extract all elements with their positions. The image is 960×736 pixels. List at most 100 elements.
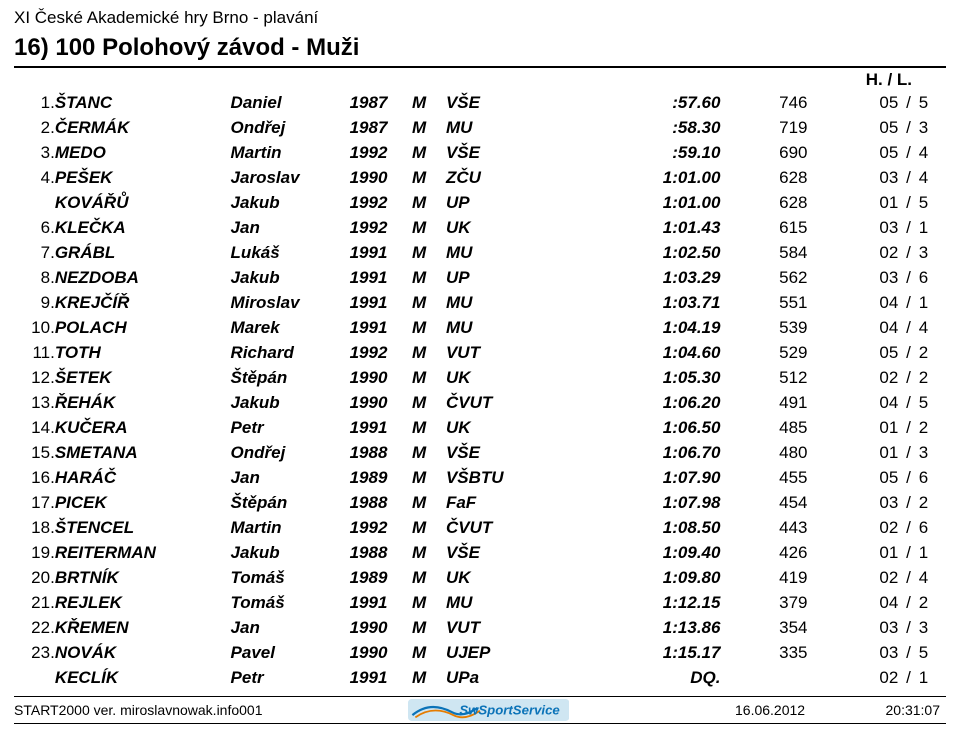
table-row: 18.ŠTENCELMartin1992MČVUT1:08.5044302/6 xyxy=(14,515,946,540)
cell-year: 1990 xyxy=(350,640,412,665)
cell-firstname: Jan xyxy=(231,615,350,640)
cell-rank: 14. xyxy=(14,415,55,440)
cell-lastname: BRTNÍK xyxy=(55,565,231,590)
cell-team: VUT xyxy=(446,615,605,640)
cell-time: 1:09.40 xyxy=(605,540,739,565)
cell-points: 426 xyxy=(738,540,857,565)
cell-slash: / xyxy=(898,615,918,640)
cell-year: 1988 xyxy=(350,440,412,465)
cell-year: 1987 xyxy=(350,90,412,115)
cell-sex: M xyxy=(412,140,446,165)
cell-points: 615 xyxy=(738,215,857,240)
footer-software: START2000 ver. miroslavnowak.info001 xyxy=(14,702,362,718)
cell-points: 454 xyxy=(738,490,857,515)
cell-points: 529 xyxy=(738,340,857,365)
cell-heat: 05 xyxy=(858,465,899,490)
cell-time: 1:01.00 xyxy=(605,165,739,190)
cell-heat: 05 xyxy=(858,90,899,115)
cell-team: UK xyxy=(446,415,605,440)
cell-rank: 6. xyxy=(14,215,55,240)
cell-slash: / xyxy=(898,290,918,315)
cell-slash: / xyxy=(898,665,918,690)
cell-sex: M xyxy=(412,415,446,440)
cell-rank: 15. xyxy=(14,440,55,465)
cell-lane: 1 xyxy=(919,215,946,240)
cell-lastname: HARÁČ xyxy=(55,465,231,490)
cell-heat: 02 xyxy=(858,565,899,590)
cell-lastname: ŘEHÁK xyxy=(55,390,231,415)
cell-team: UP xyxy=(446,190,605,215)
cell-rank: 20. xyxy=(14,565,55,590)
cell-sex: M xyxy=(412,315,446,340)
cell-firstname: Tomáš xyxy=(231,590,350,615)
cell-lane: 2 xyxy=(919,490,946,515)
cell-rank: 16. xyxy=(14,465,55,490)
cell-year: 1992 xyxy=(350,340,412,365)
cell-sex: M xyxy=(412,190,446,215)
cell-year: 1991 xyxy=(350,315,412,340)
cell-lastname: KREJČÍŘ xyxy=(55,290,231,315)
cell-heat: 03 xyxy=(858,165,899,190)
cell-heat: 03 xyxy=(858,215,899,240)
cell-heat: 02 xyxy=(858,240,899,265)
table-row: KECLÍKPetr1991MUPaDQ.02/1 xyxy=(14,665,946,690)
cell-time: 1:09.80 xyxy=(605,565,739,590)
svg-text:SwSportService: SwSportService xyxy=(459,702,559,717)
cell-slash: / xyxy=(898,415,918,440)
cell-time: :58.30 xyxy=(605,115,739,140)
cell-lane: 2 xyxy=(919,340,946,365)
cell-slash: / xyxy=(898,115,918,140)
cell-year: 1991 xyxy=(350,665,412,690)
cell-time: 1:04.19 xyxy=(605,315,739,340)
footer-logo: SwSportService xyxy=(362,699,615,721)
cell-time: 1:07.90 xyxy=(605,465,739,490)
cell-team: VŠE xyxy=(446,540,605,565)
cell-team: UJEP xyxy=(446,640,605,665)
cell-sex: M xyxy=(412,640,446,665)
cell-firstname: Štěpán xyxy=(231,490,350,515)
cell-rank: 7. xyxy=(14,240,55,265)
results-table: 1.ŠTANCDaniel1987MVŠE:57.6074605/52.ČERM… xyxy=(14,90,946,690)
cell-firstname: Ondřej xyxy=(231,440,350,465)
table-row: 1.ŠTANCDaniel1987MVŠE:57.6074605/5 xyxy=(14,90,946,115)
cell-lane: 5 xyxy=(919,390,946,415)
cell-slash: / xyxy=(898,265,918,290)
cell-rank: 9. xyxy=(14,290,55,315)
table-row: 23.NOVÁKPavel1990MUJEP1:15.1733503/5 xyxy=(14,640,946,665)
cell-slash: / xyxy=(898,565,918,590)
cell-time: 1:05.30 xyxy=(605,365,739,390)
cell-team: UK xyxy=(446,365,605,390)
cell-slash: / xyxy=(898,390,918,415)
cell-firstname: Petr xyxy=(231,415,350,440)
cell-time: 1:07.98 xyxy=(605,490,739,515)
cell-team: MU xyxy=(446,240,605,265)
cell-rank: 1. xyxy=(14,90,55,115)
cell-lane: 3 xyxy=(919,615,946,640)
cell-points: 491 xyxy=(738,390,857,415)
cell-lastname: KŘEMEN xyxy=(55,615,231,640)
cell-firstname: Martin xyxy=(231,140,350,165)
cell-sex: M xyxy=(412,465,446,490)
footer-time: 20:31:07 xyxy=(845,702,946,718)
cell-slash: / xyxy=(898,540,918,565)
table-row: 11.TOTHRichard1992MVUT1:04.6052905/2 xyxy=(14,340,946,365)
cell-heat: 03 xyxy=(858,490,899,515)
cell-lane: 3 xyxy=(919,440,946,465)
cell-heat: 01 xyxy=(858,540,899,565)
cell-lane: 4 xyxy=(919,165,946,190)
cell-year: 1987 xyxy=(350,115,412,140)
cell-lane: 4 xyxy=(919,315,946,340)
cell-sex: M xyxy=(412,565,446,590)
cell-lane: 1 xyxy=(919,540,946,565)
cell-points: 455 xyxy=(738,465,857,490)
cell-firstname: Daniel xyxy=(231,90,350,115)
table-row: 16.HARÁČJan1989MVŠBTU1:07.9045505/6 xyxy=(14,465,946,490)
cell-firstname: Štěpán xyxy=(231,365,350,390)
table-row: 10.POLACHMarek1991MMU1:04.1953904/4 xyxy=(14,315,946,340)
cell-firstname: Jan xyxy=(231,215,350,240)
table-row: 15.SMETANAOndřej1988MVŠE1:06.7048001/3 xyxy=(14,440,946,465)
cell-lastname: KLEČKA xyxy=(55,215,231,240)
cell-rank: 17. xyxy=(14,490,55,515)
cell-time: 1:06.50 xyxy=(605,415,739,440)
cell-lastname: PICEK xyxy=(55,490,231,515)
